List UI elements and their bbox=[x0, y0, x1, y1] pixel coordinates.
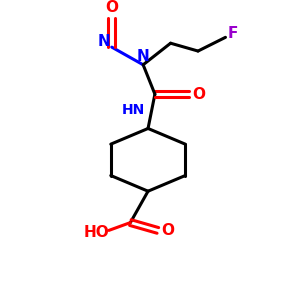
Text: F: F bbox=[227, 26, 238, 41]
Text: N: N bbox=[137, 50, 149, 64]
Text: O: O bbox=[105, 0, 118, 15]
Text: O: O bbox=[193, 87, 206, 102]
Text: O: O bbox=[161, 223, 174, 238]
Text: N: N bbox=[98, 34, 110, 49]
Text: HO: HO bbox=[83, 225, 109, 240]
Text: HN: HN bbox=[122, 103, 145, 117]
